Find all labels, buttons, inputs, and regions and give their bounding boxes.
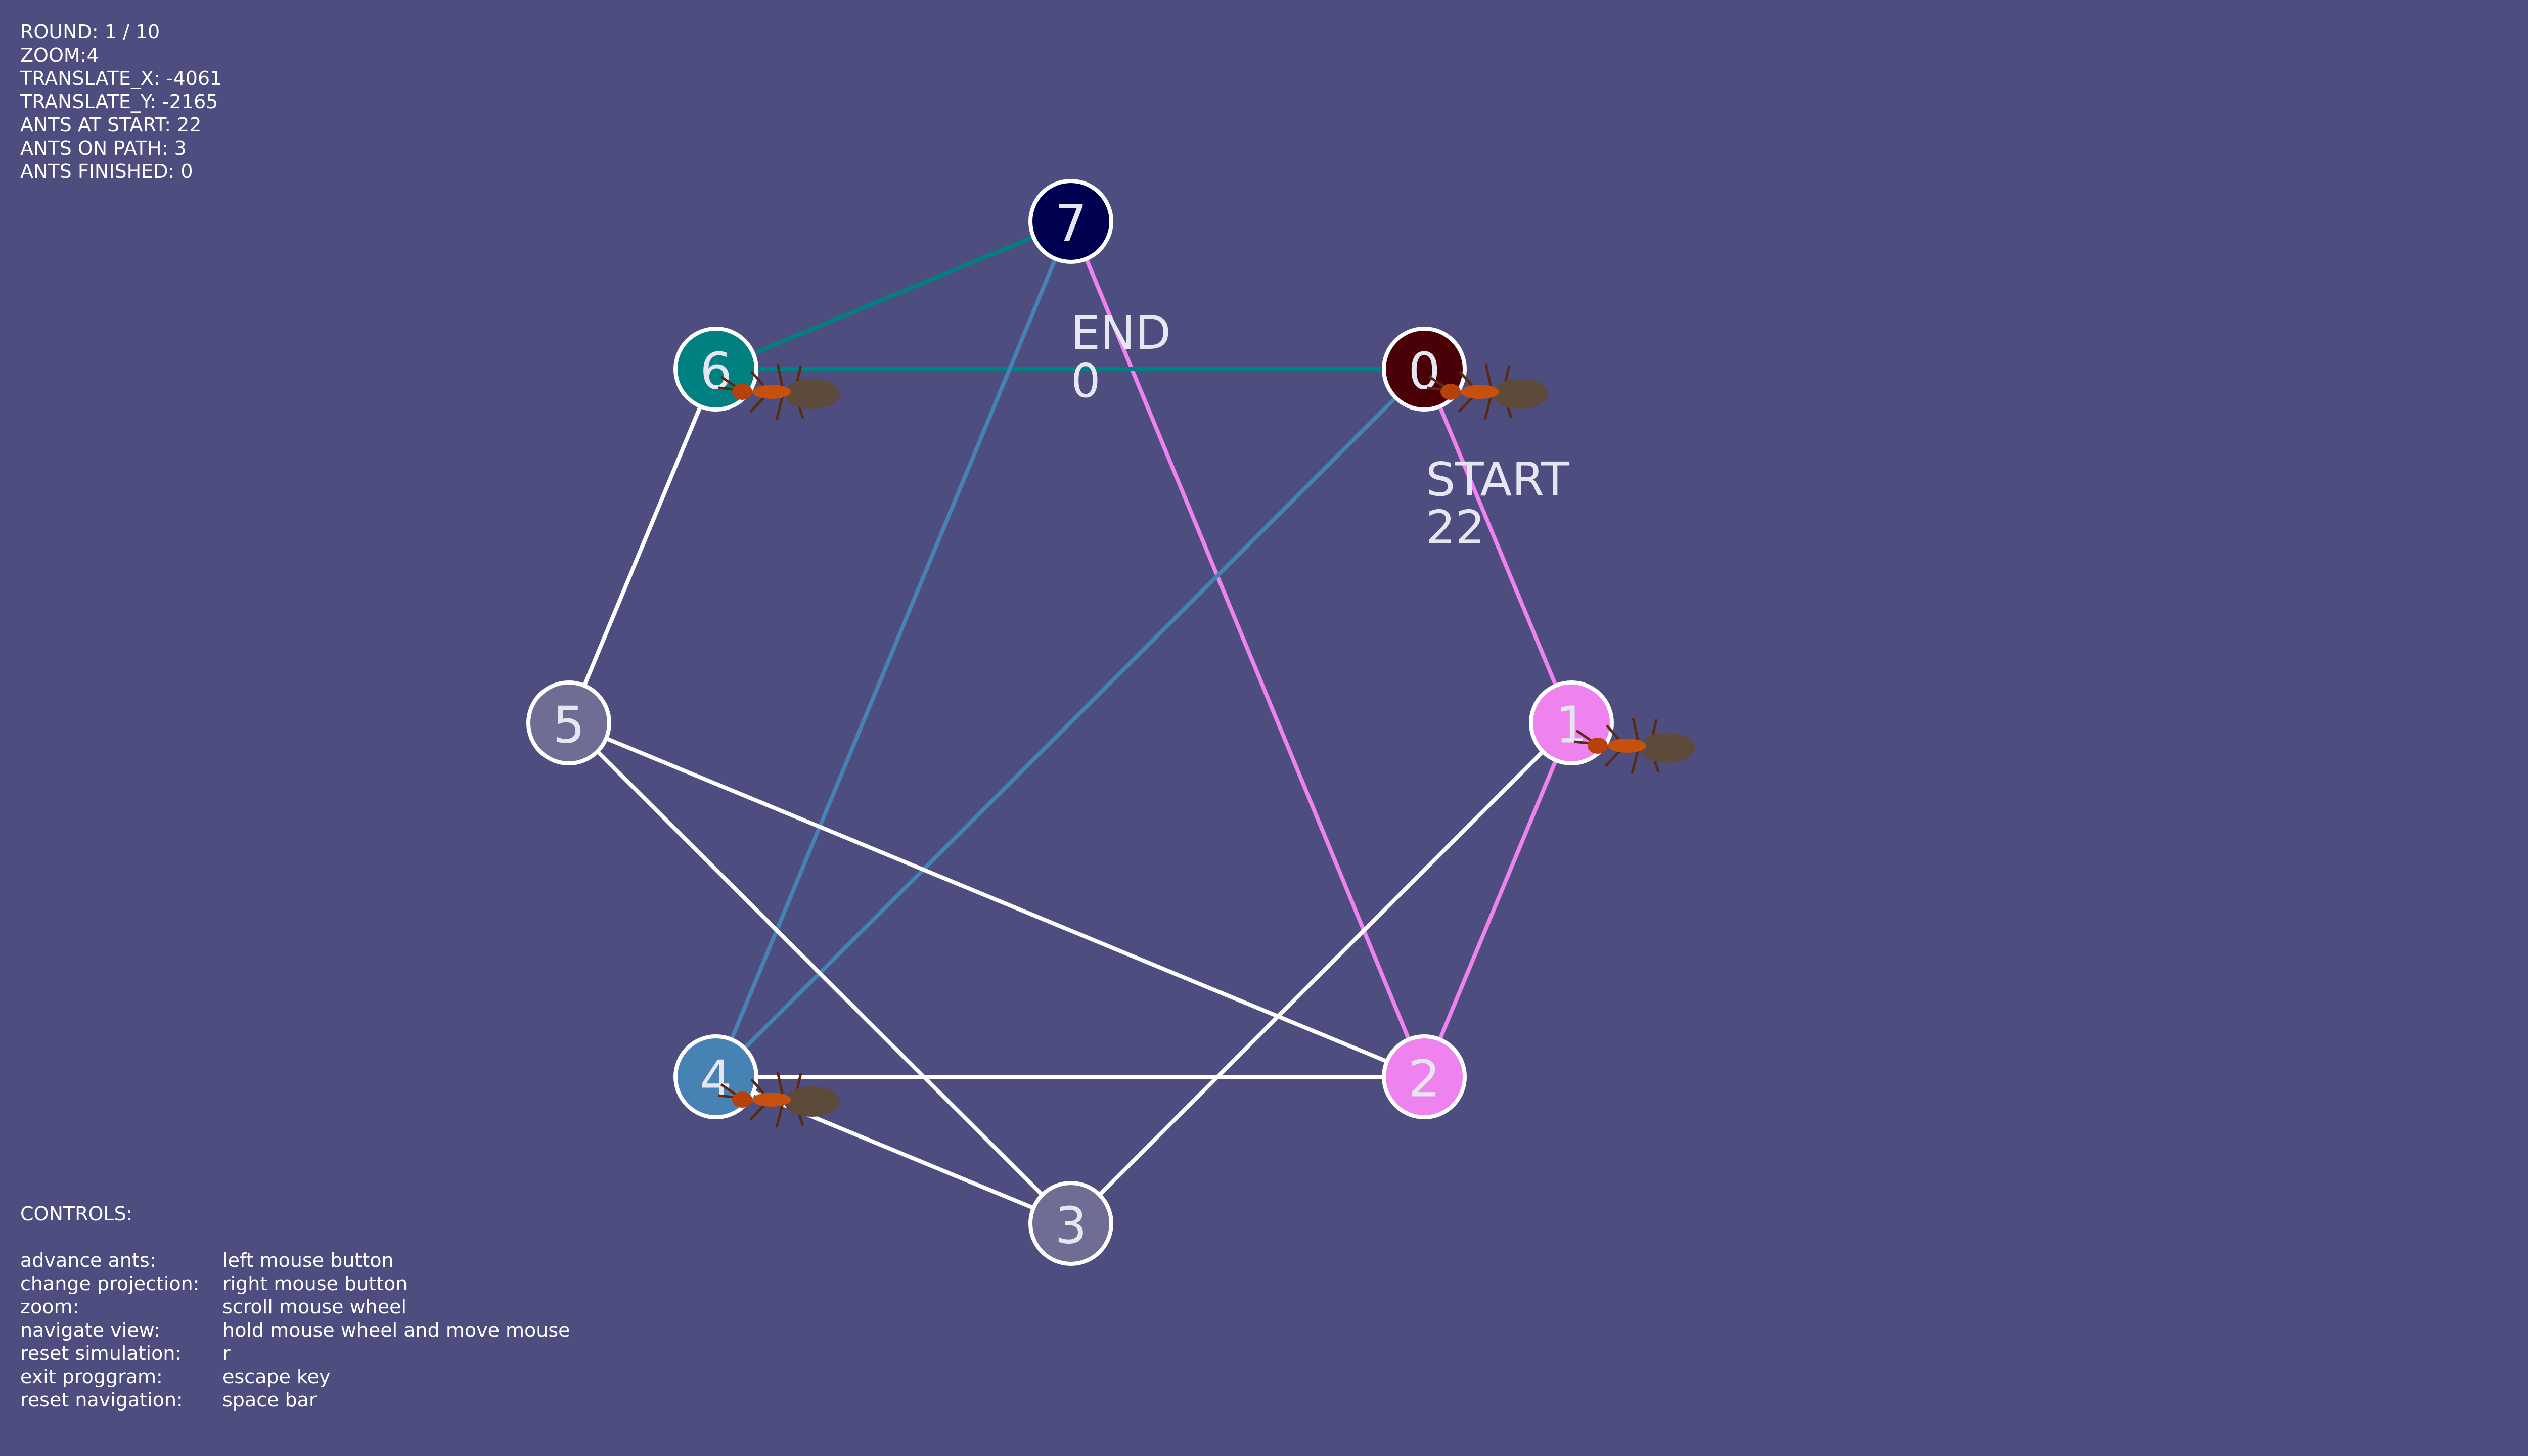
edge-layer bbox=[567, 219, 1573, 1225]
start-label: START bbox=[1426, 452, 1570, 507]
edge-3-1 bbox=[1069, 721, 1573, 1225]
control-action: r bbox=[222, 1342, 231, 1364]
control-row: advance ants: left mouse button bbox=[20, 1249, 570, 1272]
edge-2-7 bbox=[1069, 220, 1426, 1078]
node-label: 6 bbox=[700, 342, 732, 401]
node-label: 1 bbox=[1555, 696, 1588, 755]
control-action: scroll mouse wheel bbox=[222, 1296, 407, 1318]
node-3[interactable]: 3 bbox=[1028, 1181, 1113, 1266]
end-label: END bbox=[1071, 306, 1171, 360]
control-action: right mouse button bbox=[222, 1272, 408, 1295]
ant-icon bbox=[1573, 717, 1695, 774]
control-row: reset navigation: space bar bbox=[20, 1388, 570, 1412]
control-key: exit proggram: bbox=[20, 1366, 163, 1388]
control-row: navigate view: hold mouse wheel and move … bbox=[20, 1318, 570, 1342]
edge-5-3 bbox=[567, 721, 1072, 1225]
node-circle bbox=[1028, 1181, 1113, 1266]
node-5[interactable]: 5 bbox=[526, 680, 611, 765]
control-row: reset simulation: r bbox=[20, 1342, 570, 1365]
control-key: zoom: bbox=[20, 1296, 79, 1318]
ants-finished-readout: ANTS FINISHED: 0 bbox=[20, 160, 193, 183]
ants-at-start-readout: ANTS AT START: 22 bbox=[20, 114, 202, 136]
round-readout: ROUND: 1 / 10 bbox=[20, 21, 160, 43]
control-row: exit proggram: escape key bbox=[20, 1365, 570, 1388]
edge-5-2 bbox=[568, 721, 1425, 1079]
control-action: hold mouse wheel and move mouse bbox=[222, 1319, 570, 1341]
ant-layer bbox=[718, 363, 1695, 1128]
controls-panel: CONTROLS: advance ants: left mouse button… bbox=[20, 1202, 570, 1412]
zoom-readout: ZOOM:4 bbox=[20, 44, 99, 66]
end-count: 0 bbox=[1071, 354, 1101, 408]
control-action: space bar bbox=[222, 1389, 317, 1411]
node-label: 5 bbox=[553, 696, 585, 755]
control-action: escape key bbox=[222, 1366, 331, 1388]
node-2[interactable]: 2 bbox=[1382, 1034, 1467, 1119]
control-key: advance ants: bbox=[20, 1249, 156, 1271]
control-row: change projection: right mouse button bbox=[20, 1272, 570, 1295]
ant-icon bbox=[718, 363, 840, 420]
node-label: 4 bbox=[700, 1050, 732, 1109]
ants-on-path-readout: ANTS ON PATH: 3 bbox=[20, 137, 187, 159]
start-count: 22 bbox=[1426, 500, 1485, 555]
node-7[interactable]: 7 bbox=[1028, 179, 1113, 264]
control-key: reset simulation: bbox=[20, 1342, 182, 1364]
status-panel: ROUND: 1 / 10 ZOOM:4 TRANSLATE_X: -4061 … bbox=[20, 20, 222, 183]
ant-icon bbox=[1426, 363, 1548, 420]
node-label: 0 bbox=[1408, 342, 1440, 401]
node-label: 7 bbox=[1055, 194, 1087, 253]
node-circle bbox=[526, 680, 611, 765]
edge-1-2 bbox=[1422, 722, 1573, 1078]
node-label: 2 bbox=[1408, 1050, 1440, 1109]
ant-icon bbox=[718, 1071, 840, 1128]
control-key: navigate view: bbox=[20, 1319, 160, 1341]
node-layer: 0 1 2 3 4 5 6 7 bbox=[526, 179, 1614, 1266]
edge-7-6 bbox=[715, 219, 1072, 371]
control-action: left mouse button bbox=[222, 1249, 394, 1271]
translate-x-readout: TRANSLATE_X: -4061 bbox=[20, 67, 222, 89]
edge-0-4 bbox=[714, 368, 1426, 1078]
edge-7-4 bbox=[714, 220, 1073, 1078]
node-label: 3 bbox=[1055, 1196, 1087, 1255]
node-circle bbox=[1382, 1034, 1467, 1119]
controls-heading: CONTROLS: bbox=[20, 1203, 133, 1225]
control-key: reset navigation: bbox=[20, 1389, 183, 1411]
control-key: change projection: bbox=[20, 1272, 200, 1295]
control-row: zoom: scroll mouse wheel bbox=[20, 1295, 570, 1318]
node-circle bbox=[1028, 179, 1113, 264]
translate-y-readout: TRANSLATE_Y: -2165 bbox=[20, 90, 218, 113]
edge-0-1 bbox=[1422, 368, 1573, 724]
edge-6-5 bbox=[567, 368, 718, 724]
